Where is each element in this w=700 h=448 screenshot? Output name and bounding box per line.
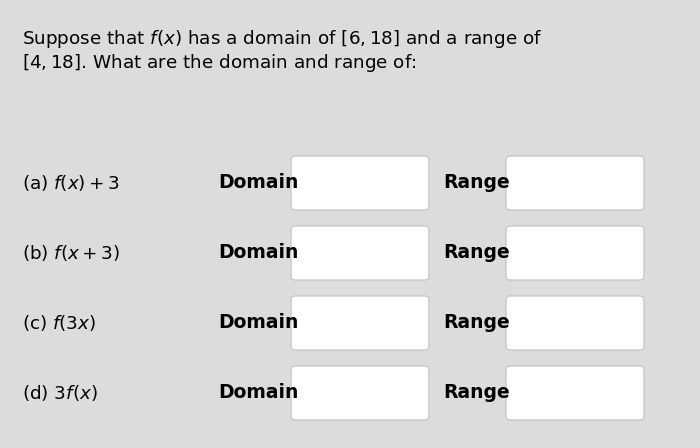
- FancyBboxPatch shape: [291, 226, 429, 280]
- Text: Domain: Domain: [218, 244, 298, 263]
- Text: Range: Range: [443, 173, 510, 193]
- Text: Domain: Domain: [218, 314, 298, 332]
- Text: Range: Range: [443, 383, 510, 402]
- FancyBboxPatch shape: [506, 226, 644, 280]
- Text: Suppose that $f(x)$ has a domain of $[6, 18]$ and a range of: Suppose that $f(x)$ has a domain of $[6,…: [22, 28, 542, 50]
- Text: Domain: Domain: [218, 383, 298, 402]
- Text: (c) $f(3x)$: (c) $f(3x)$: [22, 313, 96, 333]
- Text: Range: Range: [443, 314, 510, 332]
- Text: (b) $f(x + 3)$: (b) $f(x + 3)$: [22, 243, 120, 263]
- Text: Range: Range: [443, 244, 510, 263]
- Text: (a) $f(x) + 3$: (a) $f(x) + 3$: [22, 173, 120, 193]
- FancyBboxPatch shape: [291, 156, 429, 210]
- Text: (d) $3f(x)$: (d) $3f(x)$: [22, 383, 98, 403]
- FancyBboxPatch shape: [506, 366, 644, 420]
- FancyBboxPatch shape: [506, 296, 644, 350]
- FancyBboxPatch shape: [291, 366, 429, 420]
- FancyBboxPatch shape: [506, 156, 644, 210]
- Text: $[4, 18]$. What are the domain and range of:: $[4, 18]$. What are the domain and range…: [22, 52, 416, 74]
- Text: Domain: Domain: [218, 173, 298, 193]
- FancyBboxPatch shape: [291, 296, 429, 350]
